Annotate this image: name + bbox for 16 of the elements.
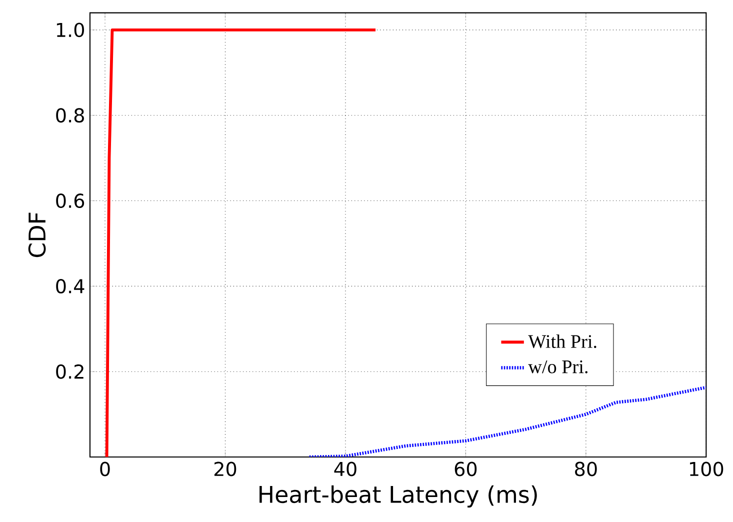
legend-label: With Pri. <box>528 334 596 348</box>
line-series <box>308 386 706 458</box>
x-tick-label: 40 <box>334 462 356 476</box>
y-tick-label: 1.0 <box>56 22 84 38</box>
x-tick-label: 80 <box>575 462 597 476</box>
x-axis-title: Heart-beat Latency (ms) <box>260 485 537 508</box>
x-tick-label: 60 <box>454 462 477 476</box>
y-axis-title: CDF <box>28 212 46 258</box>
y-tick-label: 0.2 <box>56 364 84 379</box>
x-tick-label: 0 <box>100 462 110 476</box>
legend-label: w/o Pri. <box>528 360 588 374</box>
y-tick-label: 0.8 <box>56 108 84 123</box>
x-tick-label: 100 <box>690 462 724 476</box>
y-tick-label: 0.6 <box>56 194 84 208</box>
x-tick-label: 20 <box>214 462 236 476</box>
y-tick-label: 0.4 <box>56 278 84 294</box>
